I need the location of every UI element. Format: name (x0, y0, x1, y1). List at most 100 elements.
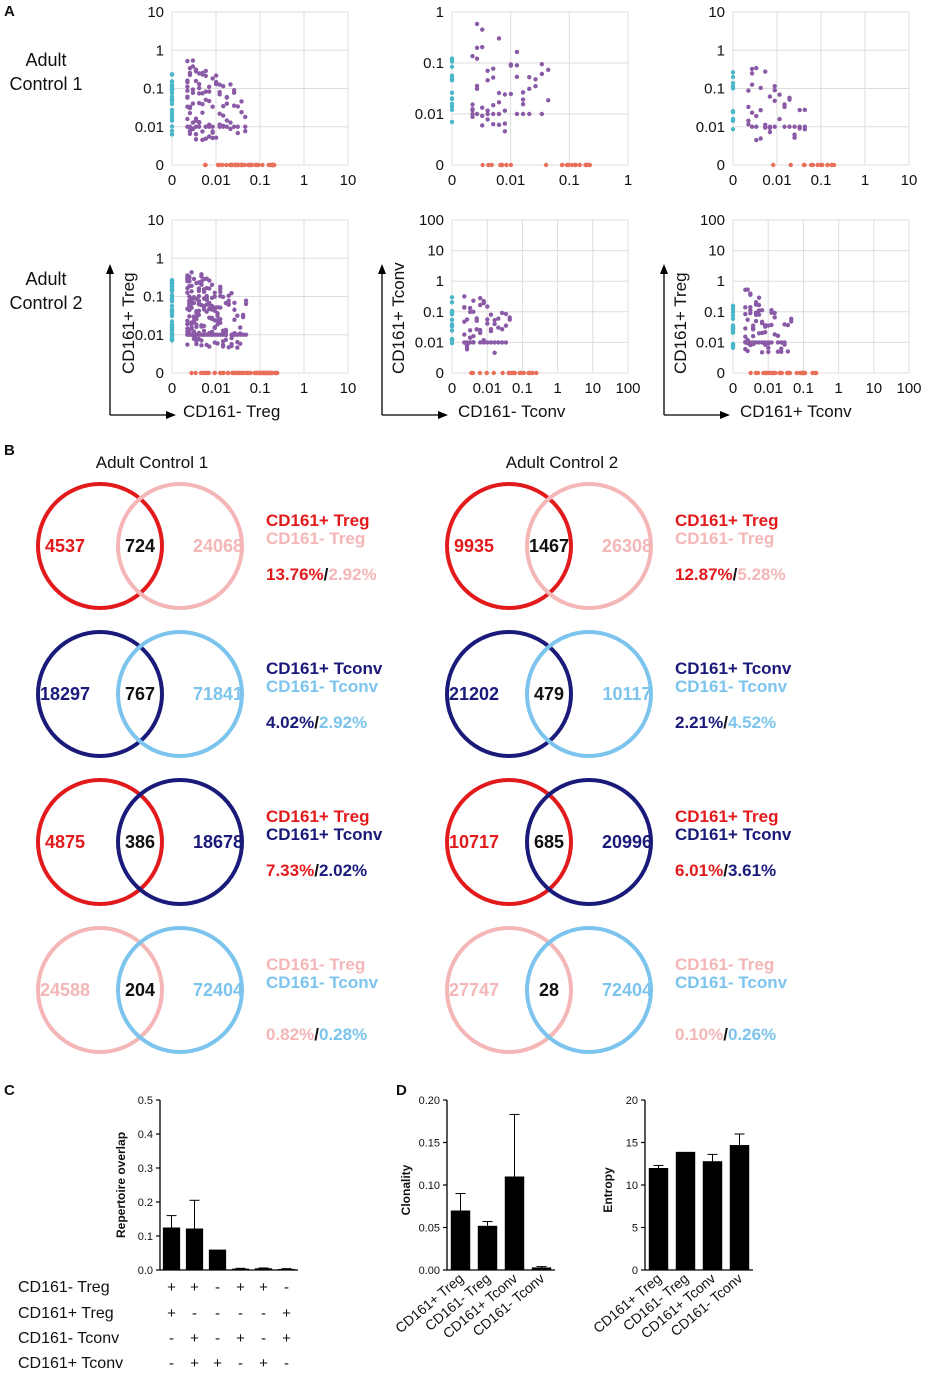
point-purple (767, 129, 773, 135)
point-purple (201, 328, 207, 333)
y-tick-label: 1 (717, 42, 725, 59)
point-purple (496, 122, 502, 127)
point-purple (485, 317, 490, 322)
point-purple (196, 312, 202, 318)
point-salmon (230, 370, 235, 376)
point-purple (196, 119, 202, 125)
point-purple (748, 291, 753, 296)
point-purple (185, 116, 190, 122)
point-purple (467, 305, 473, 311)
point-purple (754, 124, 759, 129)
point-purple (185, 95, 190, 100)
point-salmon (232, 162, 238, 168)
point-purple (239, 109, 244, 115)
x-tick-label: 10 (340, 172, 357, 189)
venn-right-count: 72404 (602, 980, 652, 1000)
point-purple (224, 118, 230, 123)
point-purple (503, 311, 509, 317)
venn-percent: 6.01%/3.61% (675, 861, 776, 880)
point-salmon (198, 370, 204, 376)
sign-cell: + (282, 1305, 291, 1322)
point-purple (782, 102, 787, 107)
point-teal (449, 101, 455, 106)
point-salmon (224, 162, 229, 168)
x-tick-label: 0 (168, 380, 176, 397)
point-purple (185, 318, 190, 324)
sign-cell: + (190, 1279, 199, 1296)
point-purple (499, 310, 505, 316)
point-purple (527, 86, 532, 92)
point-purple (514, 63, 520, 68)
point-purple (749, 71, 755, 76)
point-salmon (583, 162, 588, 168)
point-salmon (489, 162, 494, 168)
venn-label-1: CD161+ Tconv (266, 659, 383, 678)
point-purple (485, 340, 490, 345)
point-purple (212, 290, 217, 295)
x-tick-label: 0.1 (793, 380, 814, 397)
point-purple (223, 337, 229, 342)
point-purple (193, 67, 199, 72)
point-purple (769, 322, 774, 328)
point-purple (772, 315, 777, 320)
point-purple (187, 104, 193, 109)
point-salmon (566, 162, 571, 168)
y-tick-label: 0.1 (704, 304, 725, 321)
point-purple (762, 330, 768, 335)
point-purple (185, 88, 190, 93)
point-purple (767, 124, 773, 129)
point-purple (508, 63, 514, 68)
point-teal (730, 74, 736, 80)
point-salmon (226, 370, 231, 376)
point-purple (199, 338, 204, 343)
point-purple (754, 65, 759, 71)
y-tick-label: 0.3 (138, 1163, 153, 1175)
venn-label-2: CD161+ Tconv (266, 825, 383, 844)
y-tick-label: 0 (156, 365, 164, 382)
point-purple (539, 61, 545, 67)
point-salmon (586, 162, 592, 168)
point-purple (206, 98, 212, 104)
point-purple (787, 95, 792, 101)
point-salmon (245, 370, 250, 376)
point-purple (496, 340, 501, 345)
y-tick-label: 0.20 (419, 1095, 440, 1107)
point-purple (193, 132, 199, 137)
x-tick-label: 10 (865, 380, 882, 397)
point-purple (462, 294, 467, 299)
point-salmon (784, 370, 790, 376)
y-tick-label: 0.1 (704, 81, 725, 98)
matrix-row-label: CD161+ Treg (18, 1305, 114, 1322)
venn-circle-left (36, 778, 164, 906)
point-purple (196, 308, 202, 314)
scatter-plot-a-r2c2: 0 0.01 0.1 1 10 100 0 0.01 0.1 1 10 100 (415, 212, 641, 397)
point-purple (207, 278, 212, 283)
point-purple (204, 295, 209, 301)
y-tick-label: 10 (147, 212, 164, 229)
point-teal (449, 317, 455, 323)
x-tick-label: 0 (729, 380, 737, 397)
point-teal (730, 303, 736, 309)
venn-label-2: CD161- Tconv (675, 677, 788, 696)
scatter-plot-a-r1c2: 0 0.01 0.1 1 0 0.01 0.1 1 (415, 4, 632, 189)
sign-cell: + (282, 1330, 291, 1347)
point-teal (169, 83, 175, 88)
x-tick-label: 0 (729, 172, 737, 189)
point-teal (730, 309, 736, 315)
point-purple (772, 124, 777, 129)
y-tick-label: 0.05 (419, 1223, 440, 1235)
y-tick-label: 10 (708, 243, 725, 260)
y-tick-label: 1 (156, 250, 164, 267)
point-purple (218, 284, 223, 289)
point-purple (746, 118, 751, 123)
point-purple (189, 283, 194, 288)
point-purple (499, 327, 505, 332)
venn-percent: 0.10%/0.26% (675, 1025, 776, 1044)
point-purple (749, 66, 755, 72)
x-tick-label: 10 (901, 172, 918, 189)
point-purple (785, 349, 791, 354)
point-purple (235, 124, 241, 129)
